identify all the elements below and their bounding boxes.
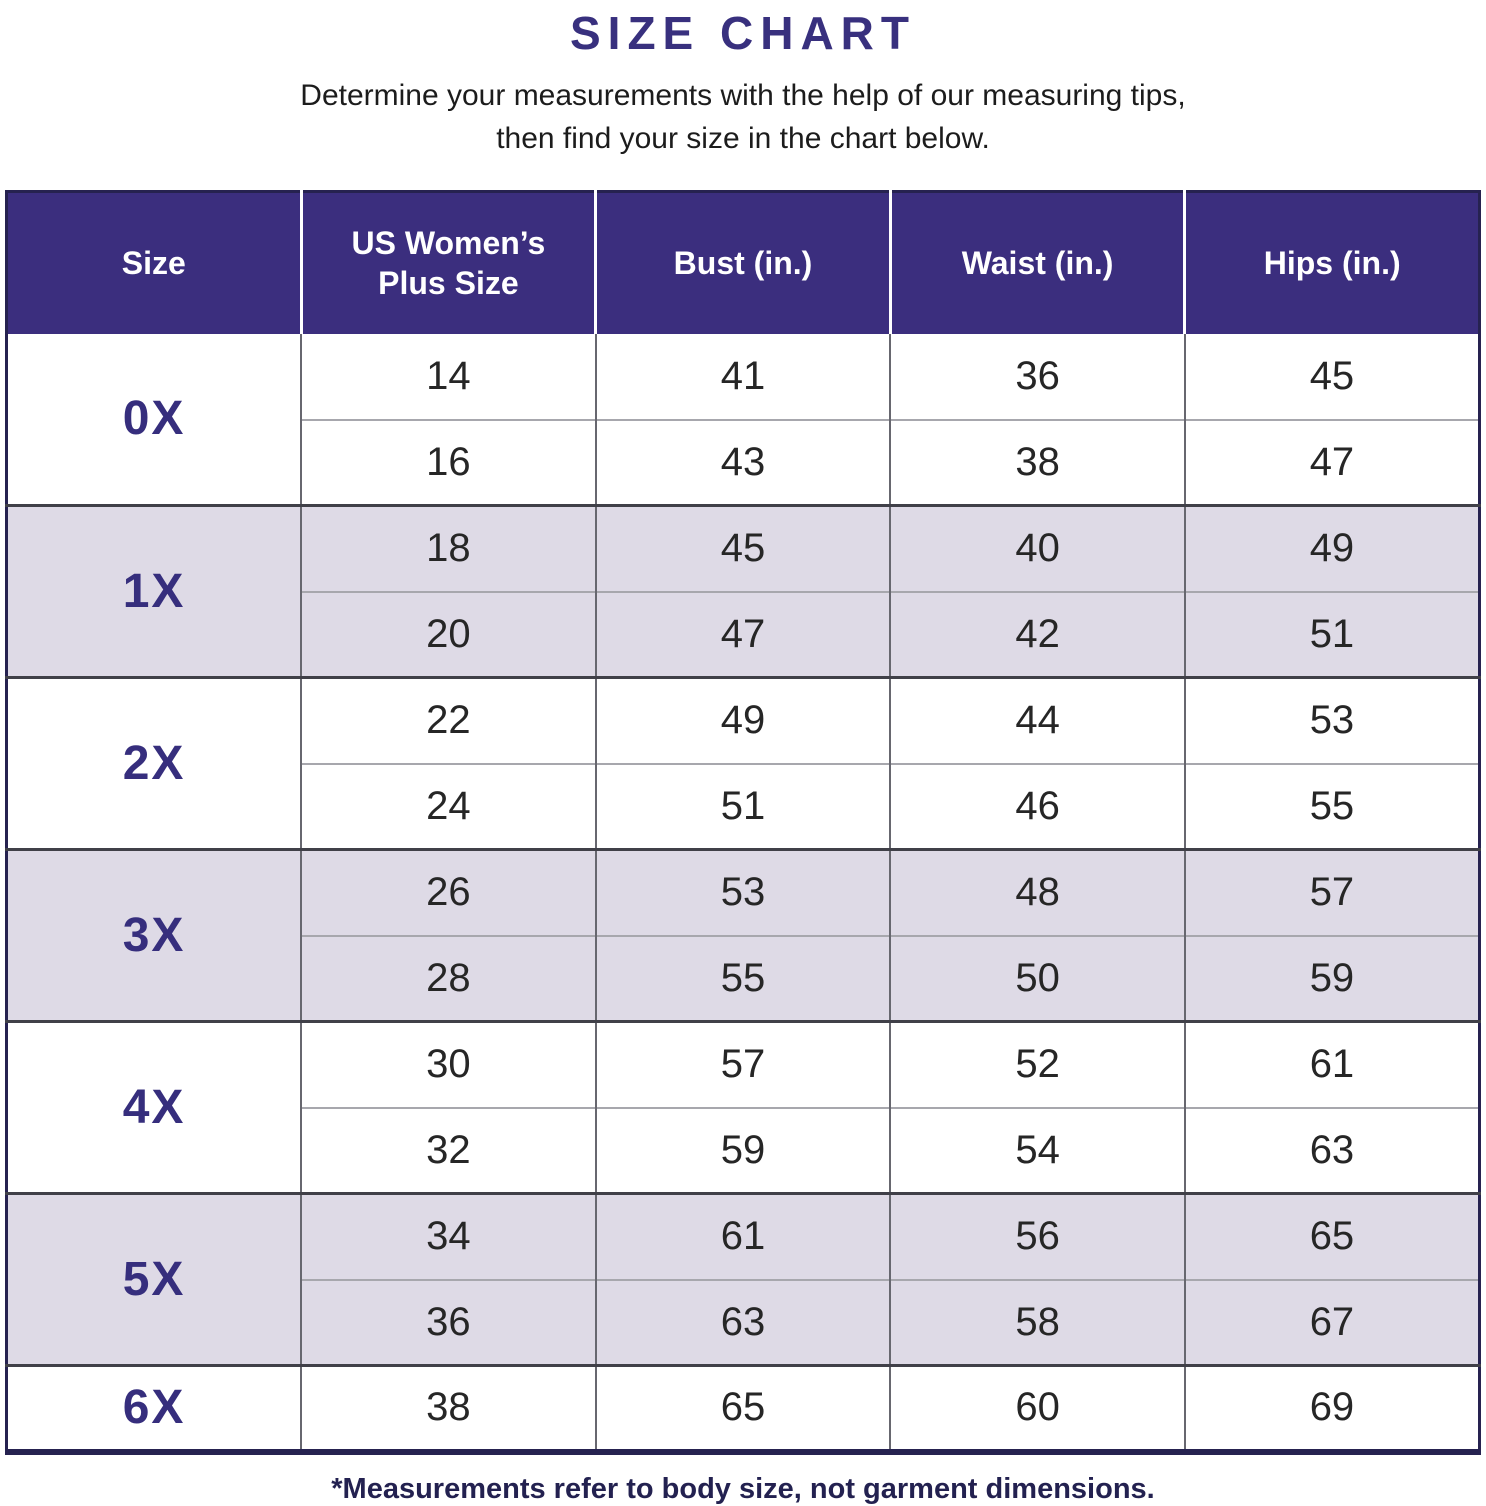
measurement-cell: 65 bbox=[1183, 1192, 1480, 1280]
table-row: 28 55 50 59 bbox=[7, 934, 1480, 1022]
measurement-cell: 54 bbox=[889, 1106, 1185, 1194]
measurement-cell: 55 bbox=[594, 934, 891, 1022]
measurement-cell: 34 bbox=[300, 1192, 596, 1280]
subtitle-line-2: then find your size in the chart below. bbox=[496, 122, 990, 155]
measurement-cell: 61 bbox=[594, 1192, 891, 1280]
table-row: 1X 18 45 40 49 bbox=[6, 504, 1480, 678]
column-header-us-plus-size-label: US Women’s Plus Size bbox=[351, 225, 546, 302]
measurement-cell: 59 bbox=[1183, 934, 1480, 1022]
column-header-waist: Waist (in.) bbox=[888, 191, 1185, 334]
measurement-cell: 58 bbox=[889, 1278, 1185, 1366]
size-table-body: 0X 14 41 36 45 16 43 38 47 1X 18 45 40 49 20 47 42 51 2X 22… bbox=[6, 333, 1480, 1452]
measurement-cell: 67 bbox=[1183, 1278, 1480, 1366]
measurement-cell: 36 bbox=[889, 333, 1185, 420]
column-header-us-plus-size: US Women’s Plus Size bbox=[299, 191, 596, 334]
measurement-cell: 45 bbox=[594, 504, 891, 592]
table-row: 20 47 42 51 bbox=[7, 590, 1480, 678]
table-row: 5X 34 61 56 65 bbox=[6, 1192, 1480, 1366]
table-row: 24 51 46 55 bbox=[7, 762, 1480, 850]
table-row: 32 59 54 63 bbox=[7, 1106, 1480, 1194]
measurement-cell: 32 bbox=[300, 1106, 596, 1194]
size-group-label: 3X bbox=[6, 848, 303, 1022]
measurement-cell: 30 bbox=[300, 1020, 596, 1108]
size-chart-page: SIZE CHART Determine your measurements w… bbox=[0, 6, 1486, 1506]
size-group-label: 4X bbox=[6, 1020, 303, 1194]
size-group-label: 0X bbox=[6, 333, 303, 506]
measurement-cell: 50 bbox=[889, 934, 1185, 1022]
measurement-cell: 59 bbox=[594, 1106, 891, 1194]
table-row: 0X 14 41 36 45 bbox=[6, 333, 1480, 506]
measurement-cell: 60 bbox=[889, 1364, 1185, 1452]
size-group-label: 5X bbox=[6, 1192, 303, 1366]
measurement-cell: 18 bbox=[300, 504, 596, 592]
subtitle-line-1: Determine your measurements with the hel… bbox=[300, 79, 1186, 112]
column-header-bust-label: Bust (in.) bbox=[673, 245, 813, 282]
measurement-cell: 53 bbox=[1183, 676, 1480, 764]
measurement-cell: 56 bbox=[889, 1192, 1185, 1280]
measurement-cell: 36 bbox=[300, 1278, 596, 1366]
measurement-cell: 44 bbox=[889, 676, 1185, 764]
measurement-cell: 51 bbox=[1183, 590, 1480, 678]
measurement-cell: 46 bbox=[889, 762, 1185, 850]
measurement-cell: 47 bbox=[1183, 418, 1480, 506]
column-header-size-label: Size bbox=[121, 245, 186, 282]
measurement-cell: 26 bbox=[300, 848, 596, 936]
column-header-size: Size bbox=[6, 191, 302, 334]
measurement-cell: 43 bbox=[594, 418, 891, 506]
measurement-cell: 55 bbox=[1183, 762, 1480, 850]
measurement-footnote: *Measurements refer to body size, not ga… bbox=[331, 1472, 1155, 1505]
measurement-cell: 38 bbox=[889, 418, 1185, 506]
size-group-label: 6X bbox=[6, 1364, 303, 1452]
column-header-waist-label: Waist (in.) bbox=[961, 245, 1114, 282]
measurement-cell: 49 bbox=[1183, 504, 1480, 592]
table-header: Size US Women’s Plus Size Bust (in.) Wai… bbox=[6, 191, 1480, 334]
measurement-cell: 49 bbox=[594, 676, 891, 764]
column-header-bust: Bust (in.) bbox=[594, 191, 891, 334]
size-chart-table: Size US Women’s Plus Size Bust (in.) Wai… bbox=[5, 190, 1481, 1455]
table-row: 3X 26 53 48 57 bbox=[6, 848, 1480, 1022]
measurement-cell: 16 bbox=[300, 418, 596, 506]
table-row: 16 43 38 47 bbox=[7, 418, 1480, 506]
measurement-cell: 38 bbox=[300, 1364, 596, 1452]
measurement-cell: 63 bbox=[594, 1278, 891, 1366]
measurement-cell: 14 bbox=[300, 333, 596, 420]
measurement-cell: 65 bbox=[594, 1364, 891, 1452]
measurement-cell: 61 bbox=[1183, 1020, 1480, 1108]
measurement-cell: 40 bbox=[889, 504, 1185, 592]
column-header-hips-label: Hips (in.) bbox=[1263, 245, 1401, 282]
measurement-cell: 69 bbox=[1183, 1364, 1480, 1452]
measurement-cell: 22 bbox=[300, 676, 596, 764]
measurement-cell: 57 bbox=[594, 1020, 891, 1108]
table-row: 2X 22 49 44 53 bbox=[6, 676, 1480, 850]
measurement-cell: 48 bbox=[889, 848, 1185, 936]
table-row: 6X 38 65 60 69 bbox=[6, 1364, 1480, 1452]
header-row: Size US Women’s Plus Size Bust (in.) Wai… bbox=[6, 191, 1480, 334]
table-row: 4X 30 57 52 61 bbox=[6, 1020, 1480, 1194]
size-group-label: 1X bbox=[6, 504, 303, 678]
measurement-cell: 47 bbox=[594, 590, 891, 678]
page-title: SIZE CHART bbox=[570, 7, 916, 59]
measurement-cell: 52 bbox=[889, 1020, 1185, 1108]
table-row: 36 63 58 67 bbox=[7, 1278, 1480, 1366]
measurement-cell: 41 bbox=[594, 333, 891, 420]
measurement-cell: 51 bbox=[594, 762, 891, 850]
measurement-cell: 45 bbox=[1183, 333, 1480, 420]
column-header-hips: Hips (in.) bbox=[1183, 191, 1480, 334]
size-group-label: 2X bbox=[6, 676, 303, 850]
measurement-cell: 20 bbox=[300, 590, 596, 678]
measurement-cell: 42 bbox=[889, 590, 1185, 678]
measurement-cell: 57 bbox=[1183, 848, 1480, 936]
measurement-cell: 24 bbox=[300, 762, 596, 850]
page-subtitle: Determine your measurements with the hel… bbox=[0, 74, 1486, 160]
measurement-cell: 28 bbox=[300, 934, 596, 1022]
measurement-cell: 63 bbox=[1183, 1106, 1480, 1194]
measurement-cell: 53 bbox=[594, 848, 891, 936]
